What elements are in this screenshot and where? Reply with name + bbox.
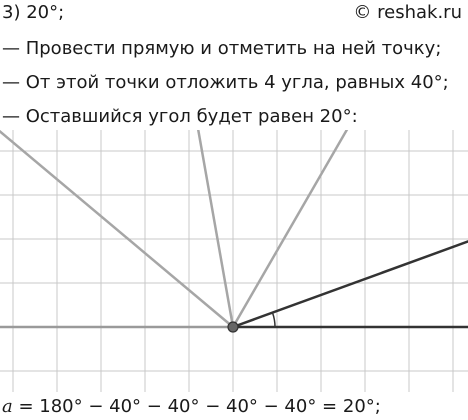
formula: a = 180° − 40° − 40° − 40° − 40° = 20°; xyxy=(2,396,381,418)
ray-2 xyxy=(231,130,349,328)
ray-4 xyxy=(0,130,234,328)
formula-expression: = 180° − 40° − 40° − 40° − 40° = 20°; xyxy=(12,396,381,417)
grid xyxy=(0,130,468,392)
watermark: © reshak.ru xyxy=(353,2,462,23)
step-1: — Провести прямую и отметить на ней точк… xyxy=(2,38,442,59)
ray-1 xyxy=(232,240,468,329)
formula-variable: a xyxy=(2,396,13,417)
angle-construction-figure xyxy=(0,130,468,392)
task-label: 3) 20°; xyxy=(2,2,65,23)
step-2: — От этой точки отложить 4 угла, равных … xyxy=(2,72,449,93)
angle-arc xyxy=(271,312,276,328)
ray-3 xyxy=(196,130,235,328)
rays xyxy=(0,130,468,333)
step-3: — Оставшийся угол будет равен 20°: xyxy=(2,106,358,127)
point xyxy=(227,321,239,333)
